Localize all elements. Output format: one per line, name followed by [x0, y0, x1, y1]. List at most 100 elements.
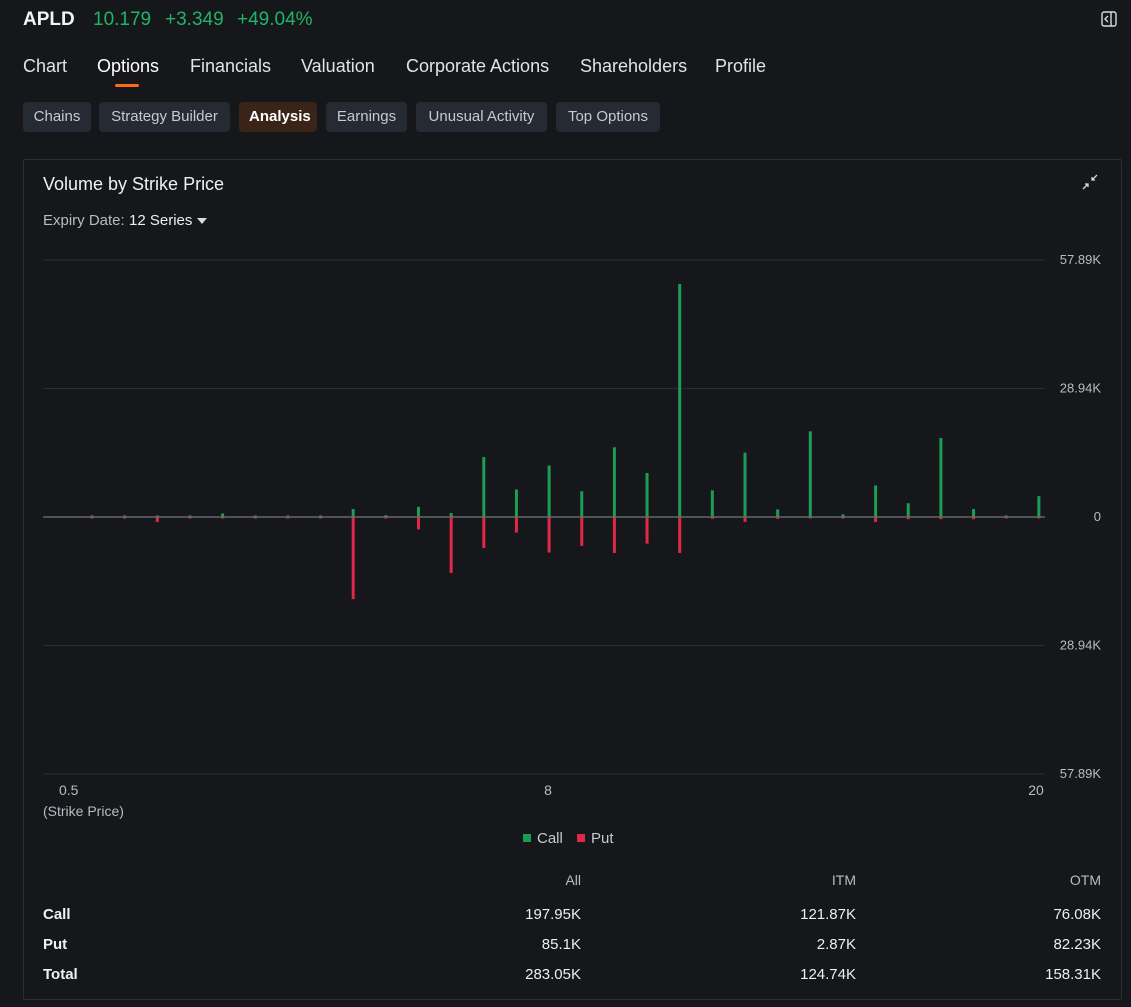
put-all: 85.1K	[541, 936, 581, 953]
total-otm: 158.31K	[1045, 966, 1101, 983]
subtab-strategy-builder[interactable]: Strategy Builder	[99, 102, 230, 132]
put-otm: 82.23K	[1053, 936, 1101, 953]
call-bar	[253, 515, 257, 517]
y-tick-label: 57.89K	[1060, 252, 1102, 267]
put-bar	[90, 517, 94, 519]
volume-chart: 57.89K 28.94K 0 28.94K 57.89K 0.5 8 20	[43, 252, 1102, 798]
tab-profile[interactable]: Profile	[715, 56, 767, 76]
call-bar	[155, 515, 159, 517]
ticker-symbol: APLD	[23, 9, 75, 30]
call-bar	[547, 465, 551, 517]
call-bar	[319, 515, 323, 517]
call-bar	[221, 513, 225, 517]
put-bar	[221, 517, 225, 519]
tab-shareholders[interactable]: Shareholders	[580, 56, 688, 76]
call-otm: 76.08K	[1053, 906, 1101, 923]
call-all: 197.95K	[525, 906, 581, 923]
put-bar	[482, 517, 486, 549]
put-bar	[612, 517, 616, 553]
call-bar	[123, 515, 127, 517]
call-bar	[678, 283, 682, 517]
legend-call-label: Call	[537, 830, 563, 847]
call-bar	[580, 491, 584, 517]
call-itm: 121.87K	[800, 906, 856, 923]
put-bar	[286, 517, 290, 519]
price-change-percent: +49.04%	[237, 9, 313, 30]
put-bar	[1037, 517, 1041, 519]
put-bar	[1004, 517, 1008, 519]
put-bar	[155, 517, 159, 522]
put-bar	[384, 517, 388, 519]
price-change: +3.349	[165, 9, 224, 30]
put-bar	[417, 517, 420, 530]
expiry-date-dropdown[interactable]: 12 Series	[129, 212, 193, 229]
subtab-analysis[interactable]: Analysis	[239, 102, 317, 132]
call-bar	[514, 489, 518, 517]
tab-options[interactable]: Options	[97, 56, 160, 76]
put-itm: 2.87K	[816, 936, 856, 953]
row-label-total: Total	[43, 966, 78, 983]
legend-put[interactable]: Put	[577, 830, 614, 847]
put-bar	[808, 517, 812, 519]
subtab-earnings[interactable]: Earnings	[326, 102, 407, 132]
panel-title: Volume by Strike Price	[43, 174, 225, 194]
call-bar	[645, 473, 649, 517]
subtab-chains[interactable]: Chains	[23, 102, 91, 132]
active-tab-indicator	[115, 84, 139, 87]
subtab-unusual-activity[interactable]: Unusual Activity	[416, 102, 547, 132]
total-all: 283.05K	[525, 966, 581, 983]
put-bar	[547, 517, 551, 553]
put-bar	[449, 517, 453, 573]
call-bar	[286, 515, 290, 517]
put-bar	[743, 517, 747, 522]
chevron-down-icon[interactable]	[197, 218, 207, 224]
x-tick-label: 20	[1028, 782, 1044, 798]
call-bar	[1004, 515, 1008, 517]
legend-put-label: Put	[591, 830, 614, 847]
put-bar	[351, 517, 355, 600]
put-bar	[939, 517, 943, 520]
put-bar	[514, 517, 518, 533]
tab-corporate-actions[interactable]: Corporate Actions	[406, 56, 550, 76]
row-label-put: Put	[43, 936, 68, 953]
put-bar	[776, 517, 780, 519]
y-tick-label: 28.94K	[1060, 638, 1102, 653]
tab-chart[interactable]: Chart	[23, 56, 68, 76]
total-itm: 124.74K	[800, 966, 856, 983]
tab-financials[interactable]: Financials	[190, 56, 272, 76]
put-bar	[188, 517, 192, 519]
put-bar	[319, 517, 323, 519]
y-tick-label: 0	[1094, 509, 1101, 524]
call-bar	[482, 457, 486, 517]
call-bar	[449, 513, 453, 517]
put-bar	[580, 517, 584, 546]
x-tick-label: 8	[544, 782, 552, 798]
tab-valuation[interactable]: Valuation	[301, 56, 375, 76]
subtab-top-options[interactable]: Top Options	[556, 102, 660, 132]
call-bar	[90, 515, 94, 517]
column-header-otm: OTM	[1069, 872, 1101, 888]
legend-call[interactable]: Call	[523, 830, 563, 847]
chart-legend: Call Put	[523, 830, 614, 847]
volume-by-strike-panel: Volume by Strike Price Expiry Date: 12 S…	[23, 159, 1122, 1000]
put-bar	[678, 517, 682, 553]
call-bar	[874, 485, 878, 517]
expiry-date-label: Expiry Date:	[43, 212, 125, 229]
call-bar	[710, 490, 714, 517]
call-bar	[351, 509, 355, 517]
call-bar	[939, 437, 943, 517]
put-bar	[874, 517, 878, 522]
row-label-call: Call	[43, 906, 71, 923]
call-bar	[188, 515, 192, 517]
call-swatch	[523, 834, 531, 842]
column-header-all: All	[565, 872, 581, 888]
exit-fullscreen-icon[interactable]	[1101, 11, 1117, 27]
call-bar	[743, 452, 747, 517]
put-bar	[841, 517, 845, 519]
collapse-icon[interactable]	[1082, 174, 1098, 190]
column-header-itm: ITM	[831, 872, 856, 888]
put-bar	[710, 517, 714, 519]
put-bar	[906, 517, 910, 520]
call-bar	[384, 515, 388, 517]
y-tick-label: 57.89K	[1060, 766, 1102, 781]
